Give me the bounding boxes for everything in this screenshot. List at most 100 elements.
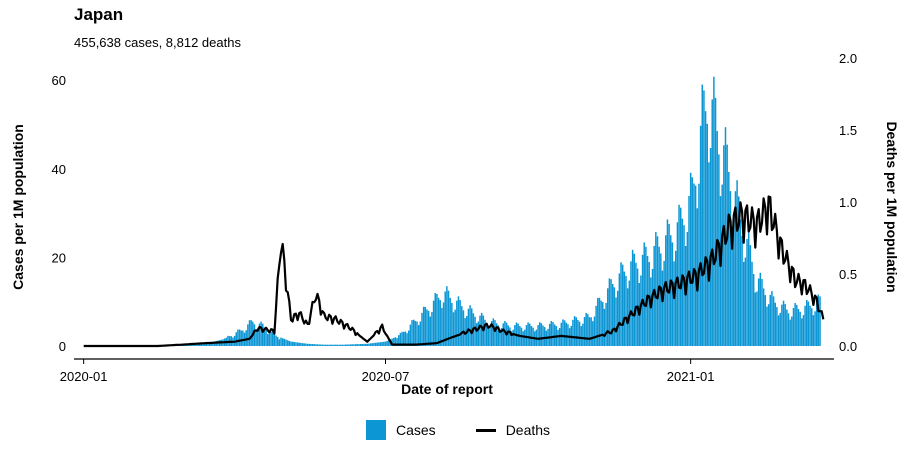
cases-bar (736, 180, 738, 346)
cases-bar (747, 232, 750, 346)
cases-bar (349, 344, 352, 346)
cases-bar (326, 344, 329, 346)
cases-bar (631, 249, 634, 346)
cases-bar (245, 330, 247, 346)
cases-bar (419, 321, 422, 346)
cases-bar (339, 344, 342, 346)
cases-bar (706, 123, 708, 346)
cases-bar (303, 343, 305, 346)
cases-bar (388, 340, 390, 346)
cases-bar (590, 317, 592, 346)
cases-bar (650, 277, 652, 346)
cases-bar (757, 278, 760, 346)
cases-bar (371, 343, 373, 346)
cases-bar (444, 291, 446, 346)
y-tick-label: 20 (52, 250, 66, 265)
cases-bar (799, 311, 801, 346)
cases-bar (416, 321, 418, 346)
cases-bar (729, 191, 732, 346)
cases-bar (308, 343, 310, 346)
cases-bar (658, 246, 660, 346)
cases-bar (575, 317, 577, 346)
cases-bar (701, 84, 704, 346)
cases-bar (421, 312, 423, 346)
cases-bar (285, 339, 287, 346)
cases-bar (671, 242, 674, 346)
cases-bar (573, 316, 576, 346)
cases-bar (205, 343, 208, 346)
cases-bar (260, 321, 262, 346)
cases-bar (358, 344, 360, 346)
cases-bar (704, 111, 707, 347)
cases-bar (762, 288, 765, 346)
cases-bar (462, 310, 465, 346)
cases-bar (741, 235, 743, 346)
cases-bar (253, 324, 256, 346)
cases-bar (335, 344, 337, 346)
cases-bar (756, 291, 758, 346)
cases-bar (723, 145, 725, 346)
cases-bar (670, 235, 672, 346)
cases-bar (487, 327, 490, 346)
cases-bar (769, 294, 772, 346)
cases-bar (587, 314, 589, 346)
cases-bar (572, 319, 574, 346)
cases-bar (454, 309, 456, 346)
cases-bar (354, 344, 357, 346)
cases-bar (359, 344, 362, 346)
cases-bar (731, 226, 733, 346)
cases-bar (469, 305, 471, 346)
cases-bar (477, 321, 480, 346)
cases-bar (742, 261, 745, 346)
cases-bar (286, 340, 289, 346)
cases-bar (439, 300, 441, 346)
cases-bar (739, 219, 742, 346)
cases-bar (796, 304, 798, 346)
cases-bar (751, 261, 753, 346)
cases-bar (789, 319, 791, 346)
cases-bar (427, 310, 430, 346)
cases-bar (426, 309, 428, 346)
cases-bar (814, 311, 816, 346)
cases-bar (532, 327, 534, 346)
cases-bar (316, 344, 319, 346)
cases-bar (819, 296, 821, 346)
cases-bar (623, 271, 626, 346)
cases-bar (310, 343, 312, 346)
cases-bar (480, 312, 483, 346)
cases-bar (663, 260, 665, 346)
cases-bar (381, 341, 383, 346)
cases-bar (567, 324, 569, 346)
cases-bar (431, 311, 433, 346)
cases-bar (653, 245, 655, 346)
cases-bar (611, 283, 614, 346)
cases-bar (237, 329, 239, 346)
y-axis-label: Cases per 1M population (10, 124, 26, 290)
cases-bar (311, 344, 314, 346)
cases-bar (489, 326, 491, 346)
cases-bar (195, 343, 198, 346)
cases-bar (678, 204, 680, 346)
cases-bar (290, 341, 292, 346)
cases-bar (451, 302, 453, 346)
cases-bar (456, 300, 458, 346)
cases-bar (764, 295, 767, 346)
cases-bar (806, 299, 808, 346)
cases-bar (577, 319, 579, 346)
cases-bar (461, 306, 463, 346)
cases-bar (278, 339, 281, 346)
cases-bar (280, 337, 282, 346)
chart-subtitle: 455,638 cases, 8,812 deaths (74, 35, 241, 50)
cases-bar (470, 308, 473, 346)
cases-bar (603, 308, 606, 346)
cases-bar (815, 300, 818, 346)
cases-bar (610, 279, 612, 346)
cases-bar (344, 344, 347, 346)
cases-bar (281, 338, 284, 346)
cases-bar (585, 312, 587, 346)
cases-bar (529, 323, 531, 346)
cases-bar (804, 305, 806, 346)
cases-bar (315, 344, 317, 346)
cases-bar (202, 343, 204, 346)
cases-bar (817, 294, 820, 346)
